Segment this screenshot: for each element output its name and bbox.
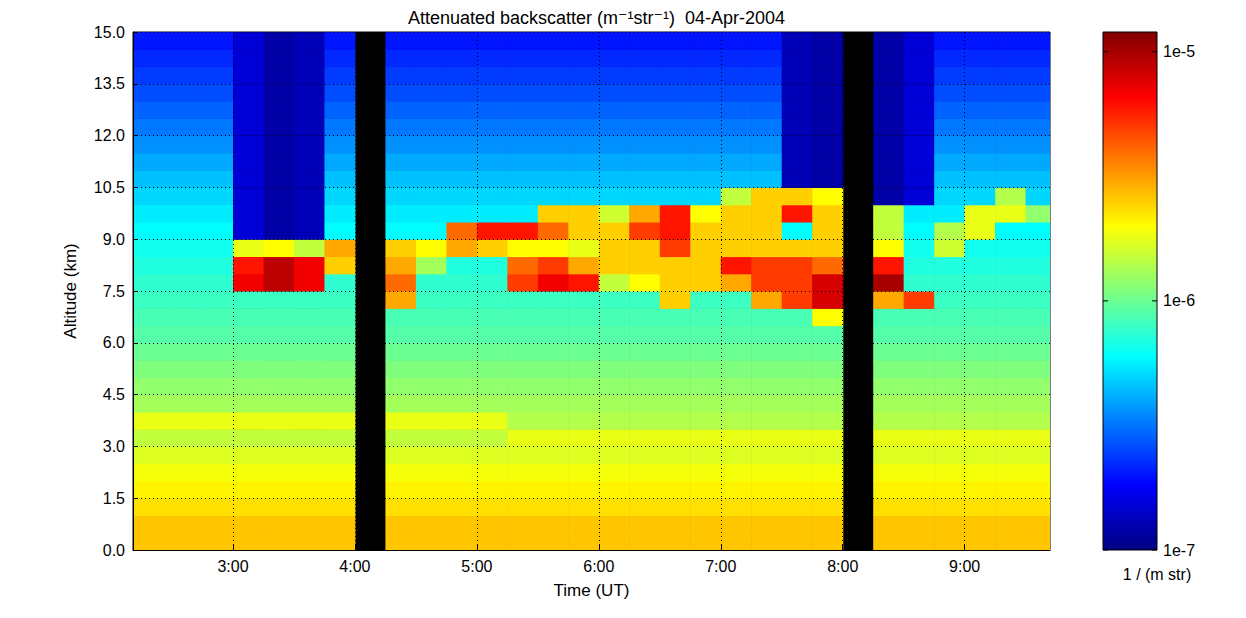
svg-text:3:00: 3:00 — [217, 558, 248, 575]
svg-text:6:00: 6:00 — [583, 558, 614, 575]
svg-text:15.0: 15.0 — [94, 24, 125, 41]
svg-text:1.5: 1.5 — [103, 490, 125, 507]
svg-text:4:00: 4:00 — [339, 558, 370, 575]
svg-text:Attenuated backscatter (m⁻¹str: Attenuated backscatter (m⁻¹str⁻¹) 04-Apr… — [408, 8, 785, 28]
svg-text:4.5: 4.5 — [103, 386, 125, 403]
svg-text:3.0: 3.0 — [103, 438, 125, 455]
svg-text:6.0: 6.0 — [103, 334, 125, 351]
svg-text:9.0: 9.0 — [103, 231, 125, 248]
svg-text:10.5: 10.5 — [94, 179, 125, 196]
svg-text:1e-6: 1e-6 — [1163, 292, 1195, 309]
svg-text:5:00: 5:00 — [461, 558, 492, 575]
svg-text:8:00: 8:00 — [827, 558, 858, 575]
svg-text:13.5: 13.5 — [94, 75, 125, 92]
svg-text:7.5: 7.5 — [103, 283, 125, 300]
svg-text:1e-5: 1e-5 — [1163, 43, 1195, 60]
svg-text:Time (UT): Time (UT) — [554, 581, 630, 600]
svg-text:9:00: 9:00 — [949, 558, 980, 575]
svg-text:12.0: 12.0 — [94, 127, 125, 144]
svg-text:0.0: 0.0 — [103, 542, 125, 559]
svg-text:1e-7: 1e-7 — [1163, 542, 1195, 559]
svg-text:7:00: 7:00 — [705, 558, 736, 575]
svg-text:1 / (m str): 1 / (m str) — [1123, 566, 1191, 583]
svg-text:Altitude (km): Altitude (km) — [61, 243, 80, 338]
